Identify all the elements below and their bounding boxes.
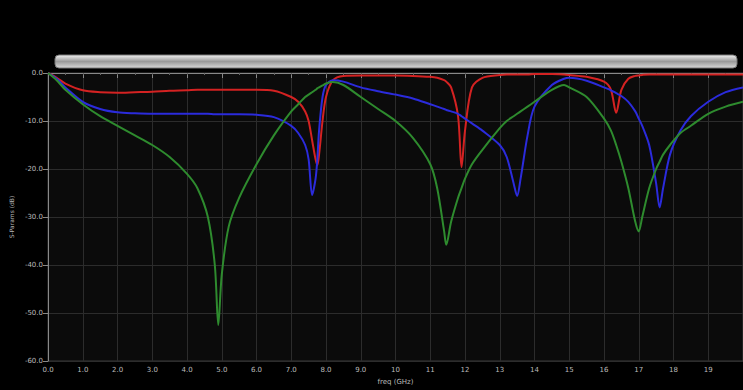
svg-text:1.0: 1.0 xyxy=(77,366,88,374)
svg-text:19: 19 xyxy=(704,366,713,374)
svg-text:13: 13 xyxy=(495,366,504,374)
svg-text:17: 17 xyxy=(634,366,643,374)
svg-text:14: 14 xyxy=(530,366,539,374)
svg-text:0.0: 0.0 xyxy=(32,69,43,77)
svg-text:12: 12 xyxy=(461,366,470,374)
svg-text:11: 11 xyxy=(426,366,435,374)
svg-text:5.0: 5.0 xyxy=(216,366,227,374)
svg-text:7.0: 7.0 xyxy=(286,366,297,374)
svg-text:-30.0: -30.0 xyxy=(25,213,43,221)
svg-text:-60.0: -60.0 xyxy=(25,357,43,365)
svg-text:15: 15 xyxy=(565,366,574,374)
svg-text:18: 18 xyxy=(669,366,678,374)
svg-text:-50.0: -50.0 xyxy=(25,309,43,317)
svg-text:9.0: 9.0 xyxy=(355,366,366,374)
svg-text:8.0: 8.0 xyxy=(320,366,331,374)
svg-text:S-Params (dB): S-Params (dB) xyxy=(8,196,15,239)
svg-text:2.0: 2.0 xyxy=(112,366,123,374)
svg-text:3.0: 3.0 xyxy=(147,366,158,374)
svg-text:-40.0: -40.0 xyxy=(25,261,43,269)
svg-text:10: 10 xyxy=(391,366,400,374)
svg-text:0.0: 0.0 xyxy=(42,366,53,374)
svg-text:6.0: 6.0 xyxy=(251,366,262,374)
svg-text:-20.0: -20.0 xyxy=(25,165,43,173)
svg-text:4.0: 4.0 xyxy=(181,366,192,374)
svg-text:-10.0: -10.0 xyxy=(25,117,43,125)
svg-text:freq (GHz): freq (GHz) xyxy=(378,378,414,386)
svg-text:16: 16 xyxy=(600,366,609,374)
